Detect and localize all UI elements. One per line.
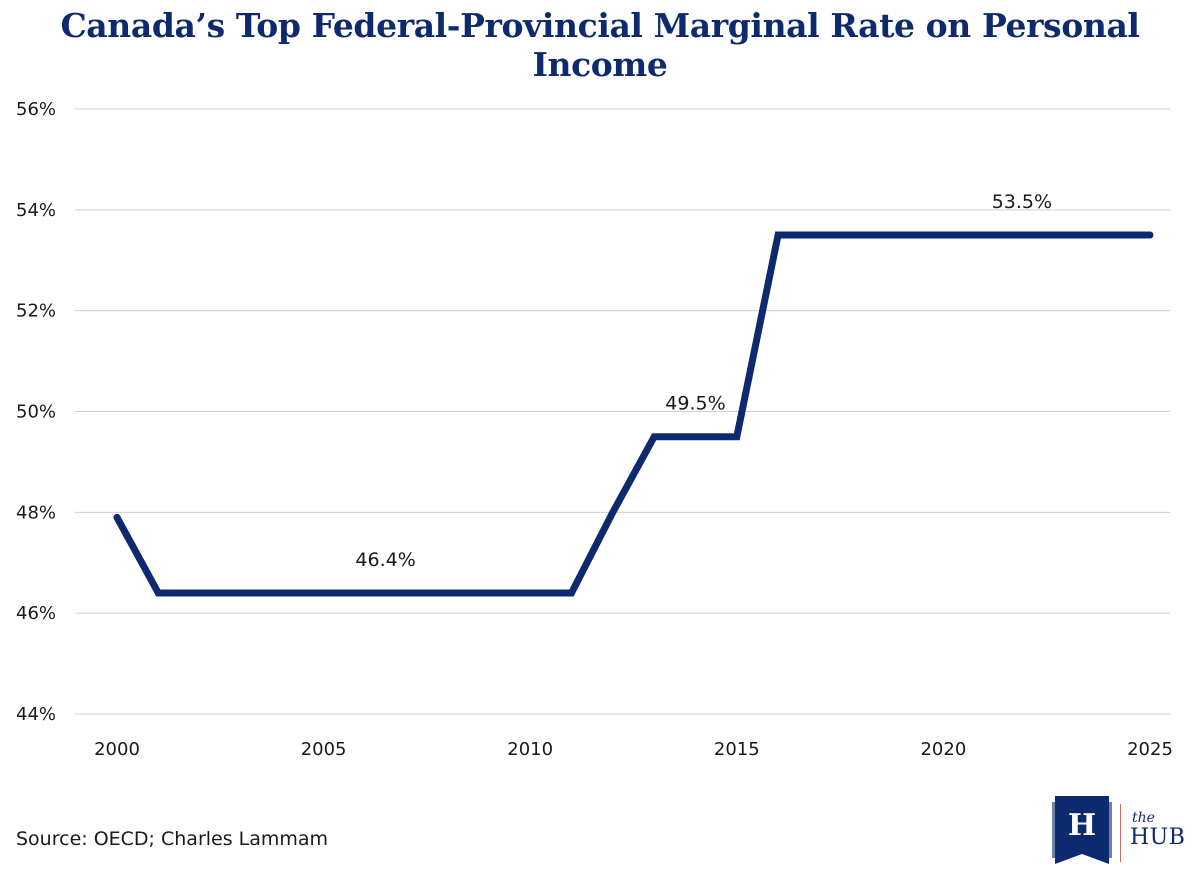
x-axis-ticks: 2000 2005 2010 2015 2020 2025 — [94, 739, 1173, 760]
hub-logo: H the HUB — [1052, 796, 1192, 870]
y-tick-label: 50% — [16, 402, 56, 423]
y-tick-label: 54% — [16, 200, 56, 221]
x-tick-label: 2015 — [714, 739, 760, 760]
x-tick-label: 2010 — [507, 739, 553, 760]
logo-letter: H — [1067, 808, 1097, 843]
x-tick-label: 2005 — [301, 739, 347, 760]
y-tick-label: 56% — [16, 99, 56, 120]
y-tick-label: 46% — [16, 603, 56, 624]
logo-hub-text: HUB — [1130, 825, 1186, 850]
logo-divider — [1120, 804, 1121, 862]
y-tick-label: 48% — [16, 502, 56, 523]
x-tick-label: 2020 — [920, 739, 966, 760]
logo-the-text: the — [1132, 810, 1155, 826]
x-tick-label: 2000 — [94, 739, 140, 760]
x-tick-label: 2025 — [1127, 739, 1173, 760]
data-labels: 46.4% 49.5% 53.5% — [355, 191, 1052, 571]
data-label: 46.4% — [355, 549, 415, 571]
series-line — [113, 231, 1154, 597]
gridlines — [75, 108, 1170, 715]
data-label: 53.5% — [992, 191, 1052, 213]
logo-badge-icon — [1052, 796, 1112, 864]
source-note: Source: OECD; Charles Lammam — [16, 828, 329, 850]
y-tick-label: 52% — [16, 301, 56, 322]
line-chart: 44%46%48%50%52%54%56% 2000 2005 2010 2015 20… — [16, 99, 1173, 760]
data-label: 49.5% — [665, 393, 725, 415]
y-axis-ticks: 44% 46% 48% 50% 52% 54% 56% — [16, 99, 56, 725]
y-tick-label: 44% — [16, 704, 56, 725]
series-layer — [113, 231, 1154, 597]
chart-title: Canada’s Top Federal-Provincial Marginal… — [60, 6, 1140, 84]
